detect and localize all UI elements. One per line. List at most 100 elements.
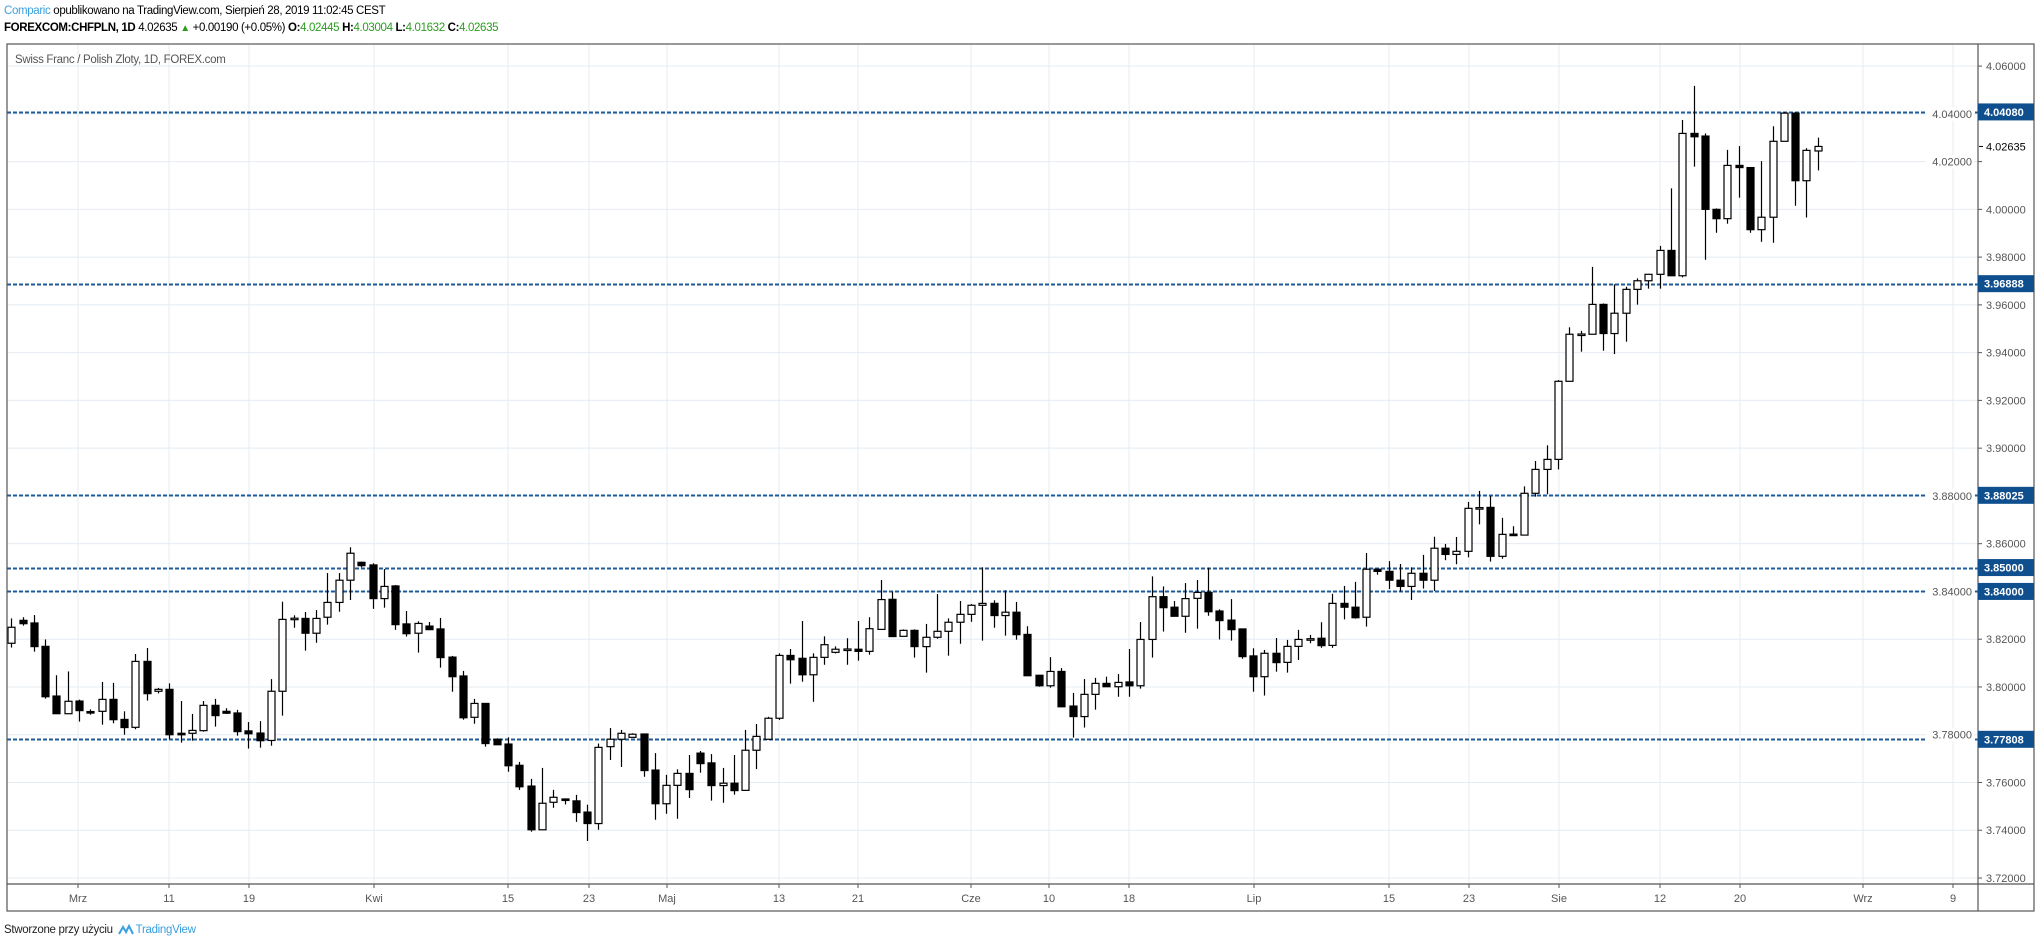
candle — [1622, 286, 1631, 342]
open-value: 4.02445 — [300, 22, 340, 34]
candle-body-down — [1441, 547, 1450, 556]
candle — [335, 573, 344, 612]
candle — [944, 618, 953, 656]
candle — [775, 653, 784, 720]
time-tick-label: Kwi — [365, 893, 383, 905]
time-tick-label: 19 — [243, 893, 255, 905]
candle-body-up — [1757, 216, 1766, 231]
candle-body-down — [459, 675, 468, 719]
time-tick-label: 15 — [502, 893, 514, 905]
candle — [752, 723, 761, 770]
time-tick-label: Maj — [658, 893, 676, 905]
price-tick-label-bg — [1926, 488, 1974, 503]
candle — [1136, 622, 1145, 689]
close-value: 4.02635 — [459, 22, 499, 34]
candle-body-up — [1565, 333, 1574, 382]
candle-body-down — [211, 704, 220, 717]
candles — [7, 85, 1823, 841]
candle-body-down — [436, 628, 445, 659]
candle — [922, 623, 931, 673]
price-tick-label-bg — [1926, 106, 1974, 121]
candle-body-up — [98, 698, 107, 712]
author-link[interactable]: Comparic — [4, 5, 51, 17]
horizontal-levels — [7, 111, 1978, 741]
level-label: 3.85000 — [1984, 563, 2024, 575]
candle — [312, 610, 321, 643]
time-tick-label: 18 — [1123, 893, 1135, 905]
candle — [764, 716, 773, 740]
candle-body-up — [538, 802, 547, 831]
candle — [346, 547, 355, 601]
candle-body-up — [719, 782, 728, 787]
candle-body-down — [1035, 674, 1044, 687]
candle — [278, 601, 287, 716]
candle-body-up — [673, 772, 682, 786]
candle-body-down — [1351, 606, 1360, 619]
candle-body-down — [301, 617, 310, 634]
candle — [233, 709, 242, 736]
time-tick-label: 13 — [773, 893, 785, 905]
candle — [899, 629, 908, 637]
candle — [1565, 327, 1574, 382]
candle-body-up — [1362, 568, 1371, 618]
candle — [52, 675, 61, 715]
candle-body-up — [1080, 693, 1089, 718]
candle — [459, 670, 468, 720]
candle-body-up — [865, 628, 874, 652]
candle-body-up — [944, 621, 953, 632]
candle-body-up — [1769, 140, 1778, 218]
candle-body-up — [1306, 638, 1315, 641]
candle — [685, 755, 694, 799]
candle — [831, 646, 840, 654]
candle-body-down — [527, 785, 536, 831]
price-tick-label: 3.84000 — [1932, 586, 1972, 598]
candle-body-up — [956, 613, 965, 623]
candle — [707, 754, 716, 801]
candle — [436, 617, 445, 668]
candle — [75, 699, 84, 722]
level-label: 3.84000 — [1984, 586, 2024, 598]
candle-body-up — [64, 700, 73, 715]
candle — [1023, 626, 1032, 677]
candle-body-down — [1057, 670, 1066, 708]
last-price: 4.02635 — [138, 22, 178, 34]
candle-body-down — [357, 561, 366, 567]
candle — [572, 794, 581, 822]
candle — [244, 722, 253, 749]
candle-body-up — [335, 579, 344, 604]
price-tick-label: 3.72000 — [1986, 873, 2026, 885]
time-tick-label: 20 — [1734, 893, 1746, 905]
candle — [1148, 576, 1157, 658]
candle — [662, 774, 671, 814]
price-axis[interactable]: 4.06000 4.04000 4.02000 4.00000 3.98000 3.960… — [1926, 61, 2034, 885]
candle — [1362, 552, 1371, 627]
candle — [1238, 628, 1247, 659]
candle — [1814, 137, 1823, 171]
candle-body-down — [19, 619, 28, 625]
candle — [1159, 586, 1168, 632]
candle-body-down — [233, 712, 242, 733]
time-axis[interactable]: Mrz 11 19 Kwi 15 23 Maj 13 21 Cze 10 18 Lip 15 23 Sie 12… — [69, 884, 1956, 905]
candle-body-down — [1317, 637, 1326, 647]
candle-body-down — [786, 654, 795, 661]
tradingview-link[interactable]: TradingView — [135, 924, 196, 936]
candle — [730, 755, 739, 795]
candle-body-up — [831, 648, 840, 653]
candle — [549, 789, 558, 808]
candle — [425, 622, 434, 631]
candle — [1385, 561, 1394, 590]
candle-body-down — [1227, 619, 1236, 631]
candle-body-up — [346, 552, 355, 581]
footer: Stworzone przy użyciu TradingView — [4, 923, 196, 936]
time-tick-label: Cze — [961, 893, 981, 905]
candle — [809, 653, 818, 702]
candle-body-down — [707, 762, 716, 787]
candle — [109, 682, 118, 724]
candle — [719, 767, 728, 803]
candle-body-down — [493, 738, 502, 746]
candle-body-down — [1791, 112, 1800, 182]
time-tick-label: 21 — [852, 893, 864, 905]
candle — [1577, 330, 1586, 352]
candle — [1419, 554, 1428, 589]
